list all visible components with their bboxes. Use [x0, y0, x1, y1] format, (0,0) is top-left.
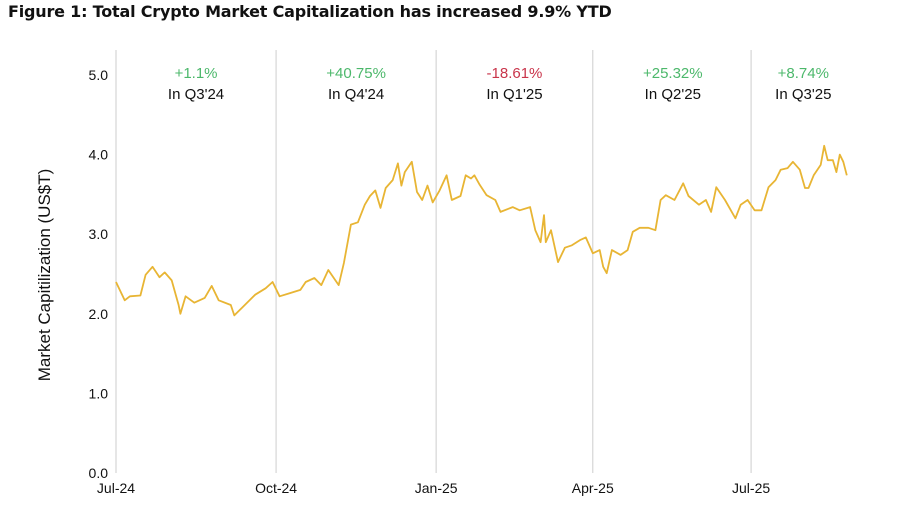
y-tick-label: 1.0 — [89, 385, 109, 401]
quarter-change-label: In Q3'24 — [168, 86, 224, 103]
x-tick-label: Jul-24 — [97, 480, 135, 496]
y-tick-label: 5.0 — [89, 67, 109, 83]
quarter-change-value: +40.75% — [326, 65, 386, 82]
x-tick-label: Jul-25 — [732, 480, 770, 496]
quarter-change-label: In Q1'25 — [486, 86, 542, 103]
quarter-change-value: +25.32% — [643, 65, 703, 82]
quarter-change-value: +8.74% — [778, 65, 829, 82]
quarter-change-value: -18.61% — [487, 65, 543, 82]
y-tick-label: 3.0 — [89, 226, 109, 242]
x-tick-label: Jan-25 — [415, 480, 458, 496]
quarter-change-label: In Q3'25 — [775, 86, 831, 103]
x-tick-label: Apr-25 — [572, 480, 614, 496]
y-tick-label: 2.0 — [89, 306, 109, 322]
x-tick-label: Oct-24 — [255, 480, 297, 496]
quarter-change-label: In Q4'24 — [328, 86, 384, 103]
series-line-market-cap — [115, 144, 848, 317]
chart-title: Figure 1: Total Crypto Market Capitaliza… — [8, 2, 612, 21]
quarter-change-value: +1.1% — [175, 65, 218, 82]
quarter-change-label: In Q2'25 — [645, 86, 701, 103]
y-tick-label: 0.0 — [89, 465, 109, 481]
y-tick-label: 4.0 — [89, 147, 109, 163]
y-axis-label: Market Capitilization (US$T) — [35, 169, 54, 382]
